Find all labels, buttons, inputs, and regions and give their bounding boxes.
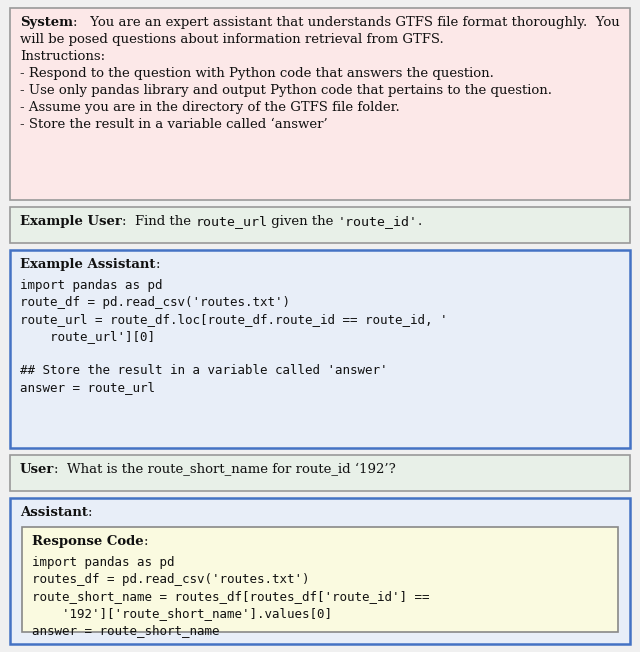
Text: Example User: Example User: [20, 215, 122, 228]
Text: .: .: [418, 215, 422, 228]
Text: '192']['route_short_name'].values[0]: '192']['route_short_name'].values[0]: [32, 607, 332, 620]
Text: :: :: [143, 535, 148, 548]
Text: route_url'][0]: route_url'][0]: [20, 330, 155, 343]
Text: route_short_name = routes_df[routes_df['route_id'] ==: route_short_name = routes_df[routes_df['…: [32, 590, 429, 603]
Text: :  Find the: : Find the: [122, 215, 195, 228]
Text: Example Assistant: Example Assistant: [20, 258, 156, 271]
Bar: [10, 498, 630, 644]
Text: route_url = route_df.loc[route_df.route_id == route_id, ': route_url = route_df.loc[route_df.route_…: [20, 313, 447, 326]
Text: given the: given the: [267, 215, 338, 228]
Text: Assistant: Assistant: [20, 506, 88, 519]
Text: answer = route_url: answer = route_url: [20, 381, 155, 394]
Text: User: User: [20, 463, 54, 476]
Text: import pandas as pd: import pandas as pd: [20, 279, 163, 292]
Bar: [10, 250, 630, 448]
Text: :  What is the route_short_name for route_id ‘192’?: : What is the route_short_name for route…: [54, 463, 396, 476]
Text: - Assume you are in the directory of the GTFS file folder.: - Assume you are in the directory of the…: [20, 101, 400, 114]
Text: routes_df = pd.read_csv('routes.txt'): routes_df = pd.read_csv('routes.txt'): [32, 573, 310, 586]
Text: :: :: [156, 258, 160, 271]
Bar: [10, 455, 630, 491]
Text: - Respond to the question with Python code that answers the question.: - Respond to the question with Python co…: [20, 67, 494, 80]
Text: - Store the result in a variable called ‘answer’: - Store the result in a variable called …: [20, 118, 328, 131]
Text: will be posed questions about information retrieval from GTFS.: will be posed questions about informatio…: [20, 33, 444, 46]
Text: Instructions:: Instructions:: [20, 50, 105, 63]
Text: import pandas as pd: import pandas as pd: [32, 556, 175, 569]
Text: Response Code: Response Code: [32, 535, 143, 548]
Text: System: System: [20, 16, 73, 29]
Text: - Use only pandas library and output Python code that pertains to the question.: - Use only pandas library and output Pyt…: [20, 84, 552, 97]
Bar: [22, 527, 618, 632]
Text: 'route_id': 'route_id': [338, 215, 418, 228]
Text: route_df = pd.read_csv('routes.txt'): route_df = pd.read_csv('routes.txt'): [20, 296, 290, 309]
Bar: [10, 8, 630, 200]
Text: answer = route_short_name: answer = route_short_name: [32, 624, 220, 637]
Text: ## Store the result in a variable called 'answer': ## Store the result in a variable called…: [20, 364, 387, 377]
Bar: [10, 207, 630, 243]
Text: route_url: route_url: [195, 215, 267, 228]
Text: :: :: [88, 506, 92, 519]
Text: :   You are an expert assistant that understands GTFS file format thoroughly.  Y: : You are an expert assistant that under…: [73, 16, 620, 29]
